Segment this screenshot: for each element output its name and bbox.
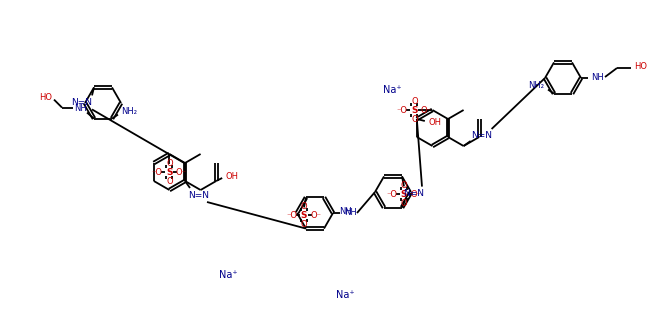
Text: NH₂: NH₂	[528, 81, 544, 90]
Text: O⁻: O⁻	[411, 190, 421, 199]
Text: O: O	[166, 177, 173, 186]
Text: O: O	[400, 181, 408, 190]
Text: OH: OH	[428, 117, 441, 126]
Text: ⁻O: ⁻O	[287, 211, 298, 220]
Text: S: S	[411, 106, 418, 115]
Text: S: S	[301, 211, 307, 220]
Text: NH: NH	[339, 206, 352, 215]
Text: Na⁺: Na⁺	[218, 270, 237, 280]
Text: NH: NH	[344, 207, 356, 217]
Text: O⁻: O⁻	[421, 106, 432, 115]
Text: N=N: N=N	[404, 189, 424, 198]
Text: O: O	[400, 199, 408, 208]
Text: O: O	[411, 115, 418, 124]
Text: O⁻: O⁻	[311, 211, 322, 220]
Text: N=N: N=N	[72, 98, 92, 107]
Text: ⁻O: ⁻O	[387, 190, 398, 199]
Text: N=N: N=N	[471, 131, 492, 140]
Text: Na⁺: Na⁺	[383, 85, 402, 95]
Text: O⁻: O⁻	[176, 167, 187, 177]
Text: OH: OH	[226, 172, 239, 180]
Text: O: O	[166, 158, 173, 167]
Text: O: O	[301, 202, 307, 211]
Text: NH: NH	[73, 104, 86, 113]
Text: O: O	[411, 97, 418, 106]
Text: S: S	[401, 190, 408, 199]
Text: O: O	[301, 220, 307, 229]
Text: HO: HO	[634, 61, 647, 70]
Text: NH₂: NH₂	[121, 107, 137, 116]
Text: NH: NH	[592, 73, 604, 82]
Text: S: S	[166, 167, 173, 177]
Text: Na⁺: Na⁺	[335, 290, 354, 300]
Text: ⁻O: ⁻O	[152, 167, 163, 177]
Text: ⁻O: ⁻O	[397, 106, 408, 115]
Text: N=N: N=N	[188, 190, 209, 199]
Text: HO: HO	[40, 93, 53, 102]
